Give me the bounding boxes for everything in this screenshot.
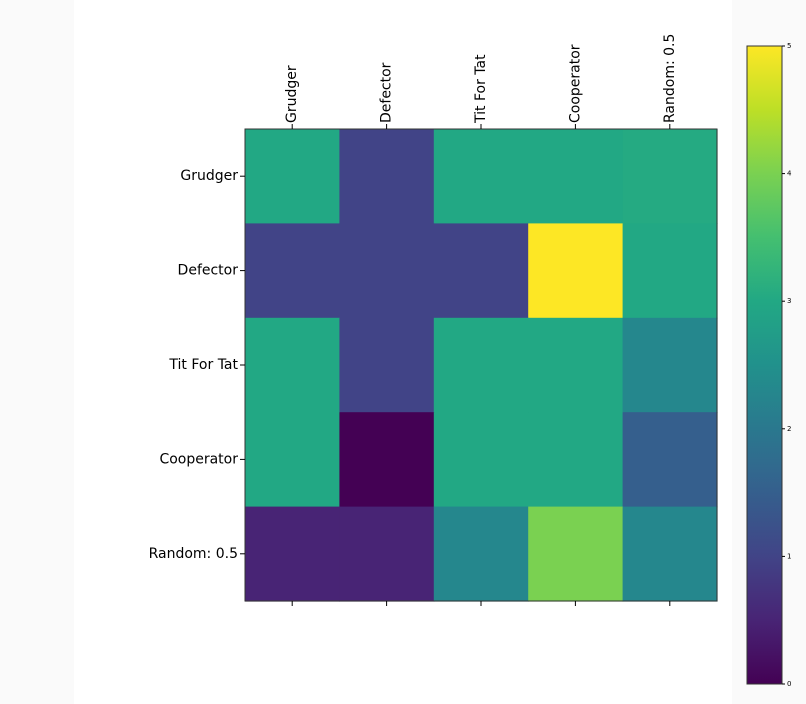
heatmap-figure: Grudger Defector Tit For Tat Cooperator Rand… — [74, 0, 792, 704]
colorbar-tick-label-0: 0 — [787, 680, 791, 688]
heatmap-cell-r1-c2 — [433, 223, 529, 319]
heatmap-cell-r1-c1 — [339, 223, 435, 319]
heatmap-cell-r0-c1 — [339, 129, 435, 224]
heatmap-cell-r1-c4 — [622, 223, 718, 319]
heatmap-cell-r0-c4 — [622, 129, 718, 224]
colorbar — [746, 45, 783, 685]
col-label-grudger: Grudger — [284, 65, 300, 123]
heatmap-cell-r3-c0 — [245, 412, 340, 508]
heatmap-cell-r3-c2 — [433, 412, 529, 508]
colorbar-tick-label-2: 2 — [787, 425, 791, 433]
heatmap-cell-r3-c3 — [528, 412, 624, 508]
colorbar-tick-label-4: 4 — [787, 170, 792, 178]
heatmap-chart: Grudger Defector Tit For Tat Cooperator Rand… — [149, 34, 792, 688]
heatmap-cell-r4-c0 — [245, 506, 340, 602]
heatmap-cell-r2-c0 — [245, 317, 340, 413]
heatmap-cell-r3-c1 — [339, 412, 435, 508]
heatmap-cell-r3-c4 — [622, 412, 718, 508]
col-label-random-0-5: Random: 0.5 — [662, 34, 678, 123]
row-label-tit-for-tat: Tit For Tat — [168, 357, 238, 373]
heatmap-cell-r2-c4 — [622, 317, 718, 413]
row-label-grudger: Grudger — [180, 168, 238, 184]
row-label-defector: Defector — [178, 263, 239, 279]
heatmap-cell-r1-c0 — [245, 223, 340, 319]
heatmap-cell-r4-c2 — [433, 506, 529, 602]
colorbar-tick-label-3: 3 — [787, 297, 791, 305]
heatmap-cell-r4-c1 — [339, 506, 435, 602]
heatmap-cell-r0-c3 — [528, 129, 624, 224]
heatmap-cell-r4-c3 — [528, 506, 624, 602]
col-label-cooperator: Cooperator — [567, 44, 583, 123]
heatmap-cell-r2-c2 — [433, 317, 529, 413]
heatmap-cell-r2-c1 — [339, 317, 435, 413]
heatmap-cell-r0-c0 — [245, 129, 340, 224]
heatmap-cell-r2-c3 — [528, 317, 624, 413]
heatmap-cell-r1-c3 — [528, 223, 624, 319]
colorbar-tick-label-5: 5 — [787, 42, 791, 50]
row-label-random-0-5: Random: 0.5 — [149, 546, 238, 562]
colorbar-tick-label-1: 1 — [787, 552, 791, 560]
col-label-tit-for-tat: Tit For Tat — [473, 54, 489, 124]
heatmap-cell-r0-c2 — [433, 129, 529, 224]
heatmap-cell-r4-c4 — [622, 506, 718, 602]
row-label-cooperator: Cooperator — [159, 451, 238, 467]
col-label-defector: Defector — [379, 62, 395, 123]
